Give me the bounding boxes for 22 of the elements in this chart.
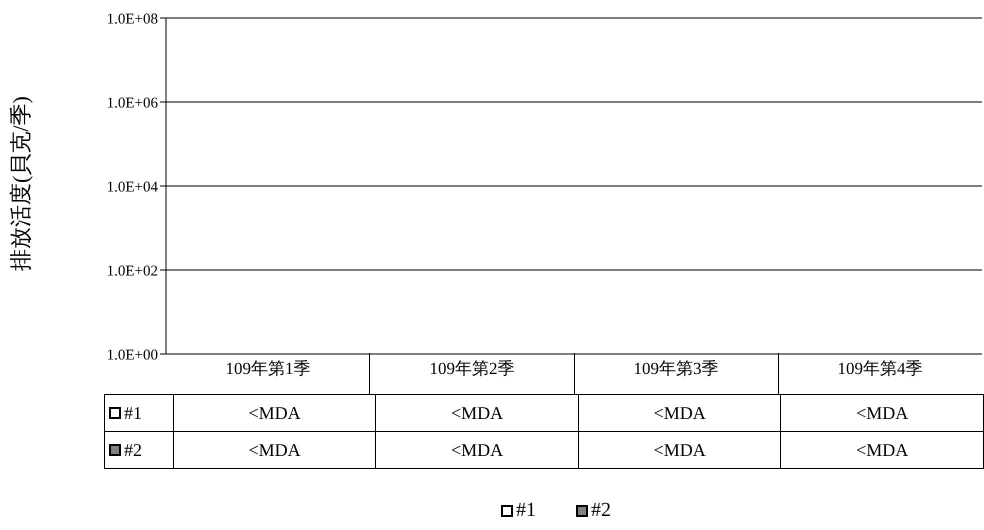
- x-tick-label: 109年第4季: [838, 359, 922, 378]
- text: <MDA: [248, 402, 301, 422]
- legend-label: #1: [104, 394, 174, 432]
- y-axis-title: 排放活度(貝克/季): [8, 96, 33, 271]
- text: <MDA: [856, 402, 908, 422]
- text: #1: [516, 499, 536, 521]
- text: <MDA: [654, 440, 706, 460]
- text: <MDA: [654, 402, 706, 422]
- text: #2: [591, 499, 611, 521]
- text: <MDA: [856, 440, 908, 460]
- y-tick-label: 1.0E+00: [106, 347, 158, 364]
- y-tick-label: 1.0E+06: [106, 95, 158, 112]
- y-tick-label: 1.0E+02: [106, 263, 158, 280]
- text: <MDA: [451, 440, 504, 460]
- y-tick-label: 1.0E+08: [106, 11, 158, 28]
- x-tick-label: 109年第1季: [226, 359, 310, 378]
- y-tick-label: 1.0E+04: [106, 179, 158, 196]
- x-tick-label: 109年第3季: [634, 359, 718, 378]
- text: <MDA: [451, 402, 504, 422]
- text: <MDA: [248, 440, 301, 460]
- x-tick-label: 109年第2季: [430, 359, 514, 378]
- legend-label: #2: [104, 432, 174, 468]
